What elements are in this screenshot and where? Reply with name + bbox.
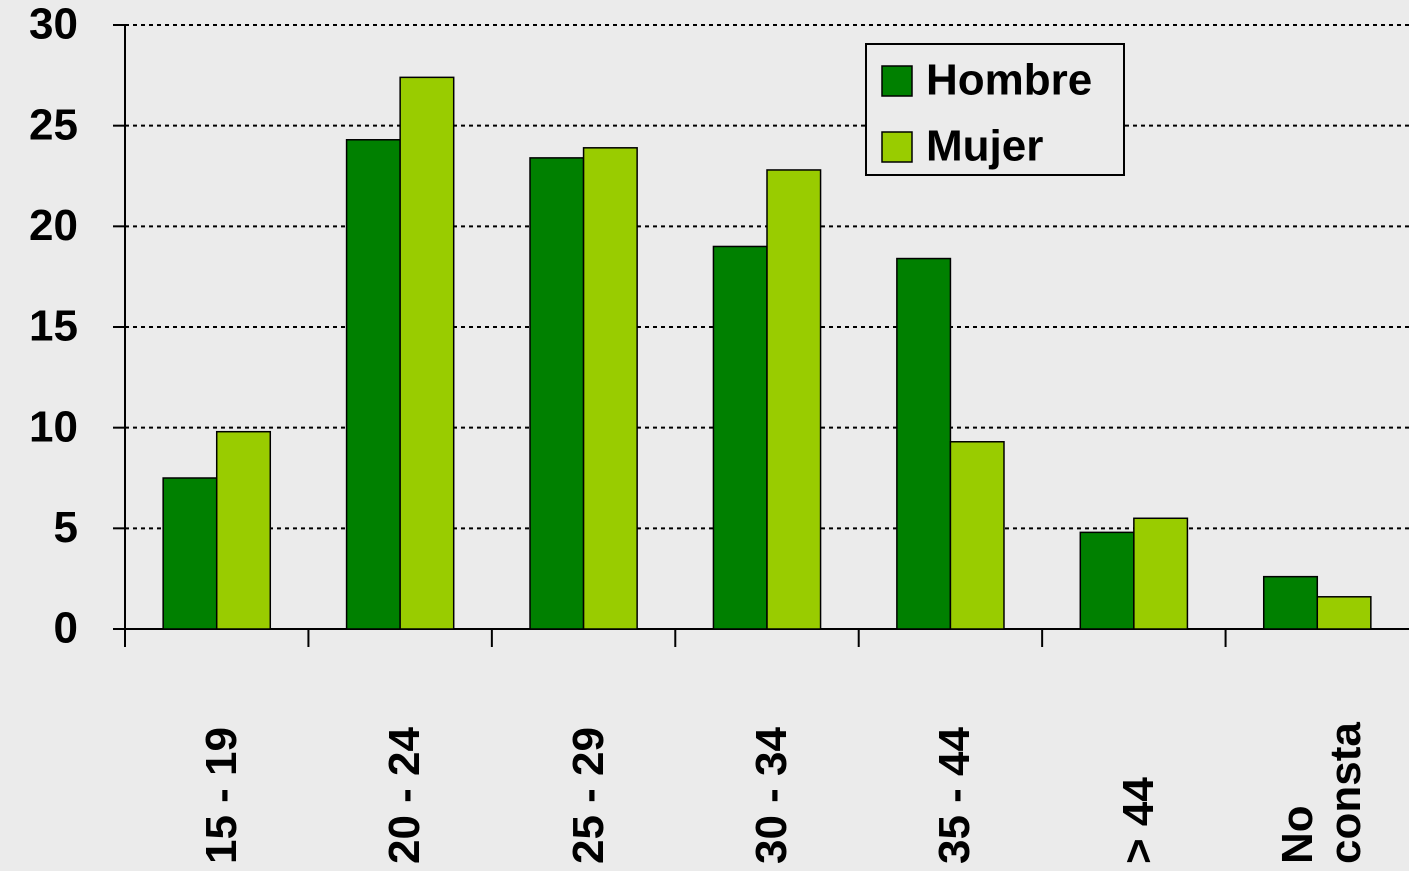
y-tick-label: 25: [29, 100, 78, 149]
bar: [399, 76, 455, 630]
legend-label: Hombre: [926, 56, 1092, 105]
x-tick-label: No consta: [1273, 722, 1371, 864]
bar: [1133, 517, 1189, 630]
y-tick-label: 0: [54, 604, 78, 653]
bar: [712, 245, 768, 630]
bar: [345, 139, 401, 630]
y-tick-label: 30: [29, 0, 78, 49]
x-tick-label: 35 - 44: [930, 727, 980, 864]
bar: [529, 157, 585, 630]
bar: [215, 430, 272, 630]
x-tick-label: 20 - 24: [380, 727, 430, 864]
legend-swatch: [881, 65, 913, 97]
bar: [949, 441, 1005, 630]
y-tick-label: 10: [29, 402, 78, 451]
legend: Hombre Mujer: [865, 43, 1125, 176]
x-tick-label: 30 - 34: [747, 727, 796, 864]
bar: [1316, 596, 1372, 630]
y-tick-label: 15: [29, 302, 78, 351]
bar: [1079, 531, 1135, 630]
bar: [1262, 575, 1319, 630]
legend-label: Mujer: [926, 122, 1043, 171]
x-tick-label: 25 - 29: [563, 727, 613, 864]
bar: [896, 257, 952, 630]
bar: [162, 477, 218, 630]
bar: [766, 169, 822, 630]
x-tick-label: 15 - 19: [196, 727, 246, 864]
y-tick-label: 20: [29, 201, 78, 250]
bar: [582, 147, 638, 630]
legend-swatch: [881, 131, 913, 163]
y-tick-label: 5: [54, 503, 78, 552]
x-tick-label: > 44: [1113, 777, 1163, 864]
